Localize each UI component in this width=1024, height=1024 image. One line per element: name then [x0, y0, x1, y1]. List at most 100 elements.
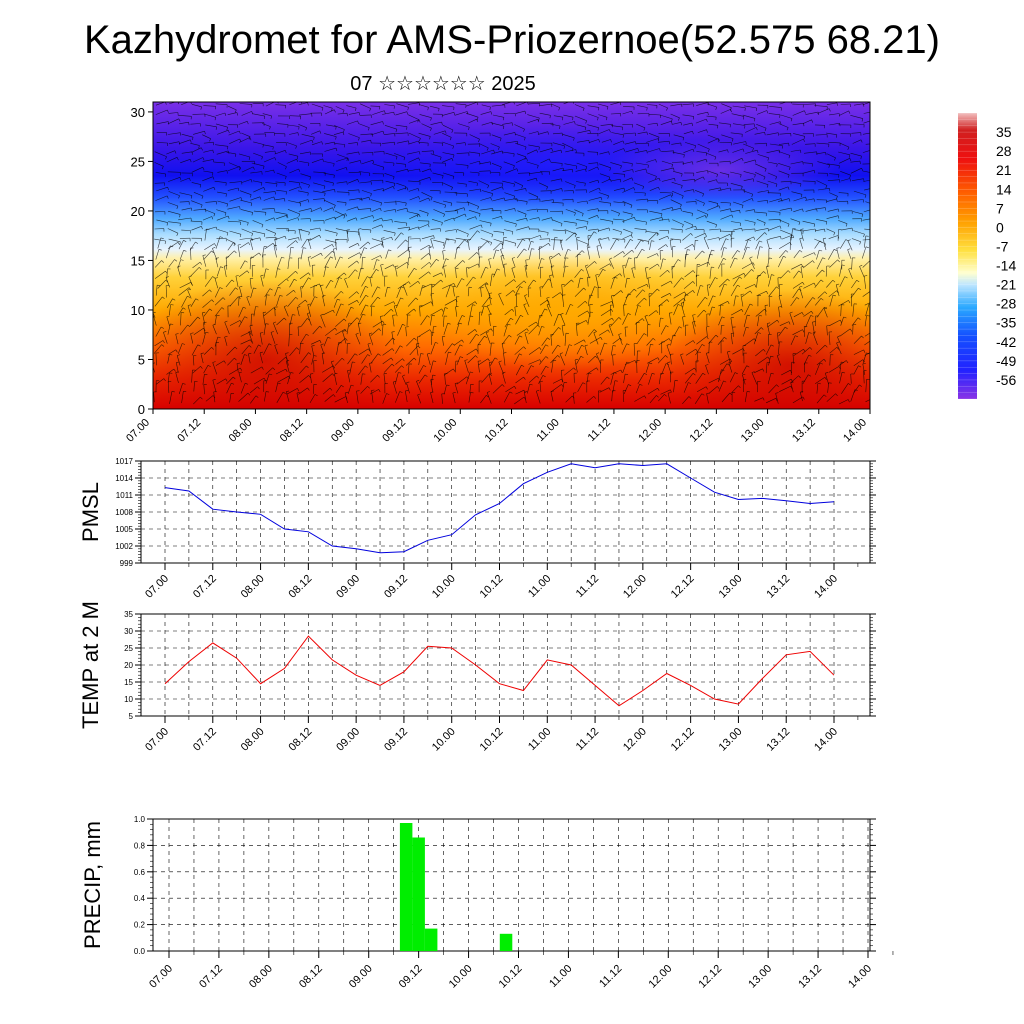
wind-barb	[455, 296, 457, 307]
wind-barb-flag	[703, 236, 707, 238]
wind-barb	[442, 307, 446, 317]
wind-barb	[563, 367, 574, 376]
wind-barb	[167, 323, 171, 335]
wind-barb	[647, 278, 651, 289]
wind-barb-flag	[445, 130, 447, 134]
wind-barb-flag	[212, 176, 215, 180]
wind-barb	[215, 103, 228, 105]
wind-barb	[612, 228, 622, 233]
wind-barb	[191, 182, 201, 185]
wind-barb	[778, 341, 780, 355]
wind-barb	[468, 392, 471, 403]
wind-barb-flag	[344, 329, 347, 332]
wind-barb	[814, 279, 822, 288]
wind-barb	[564, 163, 577, 167]
wind-barb	[781, 378, 792, 385]
wind-barb-flag	[526, 201, 528, 205]
wind-barb	[380, 316, 383, 327]
wind-barb-flag	[459, 322, 462, 325]
wind-barb-flag	[486, 147, 489, 151]
wind-barb-flag	[354, 353, 358, 356]
wind-barb-flag	[226, 170, 228, 174]
wind-barb	[358, 268, 362, 280]
wind-barb	[190, 143, 200, 146]
wind-barb	[778, 186, 789, 191]
wind-barb	[452, 392, 456, 404]
wind-barb-flag	[260, 274, 264, 277]
wind-barb-flag	[849, 328, 853, 332]
wind-barb-flag	[225, 378, 228, 382]
wind-barb-flag	[239, 138, 242, 142]
wind-barb	[721, 247, 725, 258]
wind-barb-flag	[575, 149, 577, 153]
colorbar-label: -56	[996, 372, 1016, 388]
wind-barb	[433, 239, 445, 244]
wind-barb-flag	[189, 159, 192, 163]
wind-barb	[433, 209, 445, 215]
wind-barb-flag	[711, 249, 715, 252]
wind-barb-flag	[787, 186, 790, 190]
wind-barb-flag	[545, 365, 549, 369]
wind-barb	[622, 161, 633, 164]
wind-barb	[709, 306, 713, 316]
wind-barb-flag	[557, 344, 561, 347]
wind-barb	[175, 372, 179, 383]
wind-barb	[671, 142, 681, 145]
wind-barb-flag	[789, 311, 793, 314]
wind-barb	[169, 304, 171, 316]
wind-barb	[361, 159, 373, 165]
wind-barb-flag	[376, 259, 380, 261]
wind-barb	[217, 200, 228, 205]
wind-barb	[408, 132, 421, 139]
wind-barb-flag	[340, 303, 344, 306]
wind-barb	[203, 250, 212, 260]
wind-barb	[370, 328, 380, 336]
wind-barb	[166, 298, 173, 308]
wind-barb-flag	[609, 257, 613, 260]
wind-barb	[490, 357, 496, 366]
wind-barb-flag	[657, 138, 660, 142]
wind-barb	[289, 347, 297, 356]
wind-barb-flag	[537, 165, 539, 169]
wind-barb-flag	[201, 195, 204, 199]
wind-barb	[634, 228, 647, 231]
wind-barb-flag	[212, 379, 216, 381]
wind-barb-flag	[187, 288, 191, 291]
wind-barb-flag	[449, 285, 454, 287]
wind-barb	[514, 335, 520, 345]
wind-barb-flag	[800, 228, 804, 230]
wind-barb-flag	[859, 384, 862, 387]
wind-barb	[718, 380, 724, 392]
wind-barb	[154, 182, 165, 184]
wind-barb-flag	[560, 239, 564, 241]
x-tick-label: 07.00	[143, 573, 171, 601]
wind-barb	[419, 329, 430, 337]
wind-barb	[550, 384, 562, 393]
wind-barb-flag	[174, 259, 178, 262]
wind-barb-flag	[755, 127, 758, 131]
wind-barb-flag	[390, 308, 394, 312]
wind-barb-flag	[707, 148, 710, 153]
wind-barb-flag	[587, 221, 589, 225]
cool-lobe	[410, 250, 710, 370]
wind-barb	[778, 151, 790, 156]
wind-barb-flag	[239, 286, 243, 288]
wind-barb-flag	[215, 126, 217, 130]
wind-barb	[588, 295, 590, 307]
wind-barb-flag	[667, 270, 670, 273]
wind-barb-flag	[745, 141, 747, 145]
wind-barb-flag	[441, 308, 444, 312]
wind-barb	[661, 363, 667, 375]
wind-barb	[792, 281, 803, 289]
wind-barb-flag	[224, 265, 228, 267]
wind-barb	[428, 247, 431, 260]
wind-barb	[755, 172, 766, 178]
wind-barb	[430, 379, 433, 393]
wind-barb	[382, 348, 393, 356]
wind-barb-flag	[840, 319, 842, 323]
wind-barb	[764, 305, 767, 316]
x-tick-label: 07.00	[143, 726, 171, 754]
wind-barb-flag	[585, 120, 587, 124]
wind-barb	[613, 173, 625, 175]
wind-barb-flag	[448, 351, 452, 354]
